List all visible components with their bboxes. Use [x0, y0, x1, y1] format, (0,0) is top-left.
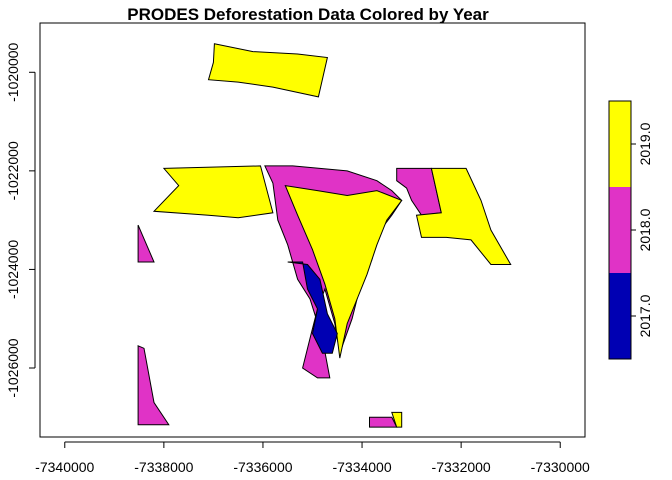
deforestation-polygon	[287, 261, 338, 354]
deforestation-polygon	[207, 43, 329, 98]
deforestation-polygon	[369, 416, 398, 428]
deforestation-polygon	[152, 165, 274, 219]
legend-label: 2019.0	[637, 122, 653, 165]
chart-title: PRODES Deforestation Data Colored by Yea…	[127, 5, 489, 24]
legend-swatch	[609, 101, 631, 187]
x-tick-label: -7336000	[233, 459, 292, 475]
deforestation-polygon	[137, 345, 170, 426]
x-tick-label: -7338000	[134, 459, 193, 475]
plot-frame	[39, 22, 586, 438]
x-tick-label: -7330000	[531, 459, 590, 475]
legend-swatch	[609, 273, 631, 359]
deforestation-polygon	[415, 167, 512, 265]
y-tick-label: -1020000	[5, 42, 21, 101]
y-tick-label: -1026000	[5, 338, 21, 397]
y-tick-label: -1022000	[5, 141, 21, 200]
legend-swatch	[609, 187, 631, 273]
legend-label: 2017.0	[637, 294, 653, 337]
deforestation-polygons	[137, 43, 512, 428]
y-tick-label: -1024000	[5, 240, 21, 299]
y-axis: -1020000 -1022000 -1024000 -1026000	[5, 42, 36, 398]
legend-label: 2018.0	[637, 208, 653, 251]
deforestation-polygon	[137, 224, 155, 263]
x-tick-label: -7332000	[432, 459, 491, 475]
deforestation-polygon	[391, 411, 403, 428]
x-axis: -7340000 -7338000 -7336000 -7334000 -7332000…	[35, 441, 590, 475]
deforestation-polygon	[284, 184, 403, 359]
legend: 2017.0 2018.0 2019.0	[608, 100, 653, 360]
x-tick-label: -7340000	[35, 459, 94, 475]
x-tick-label: -7334000	[332, 459, 391, 475]
